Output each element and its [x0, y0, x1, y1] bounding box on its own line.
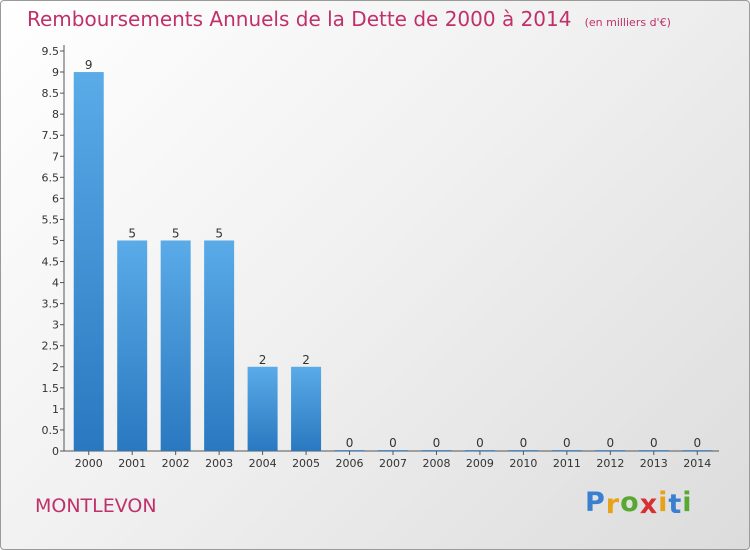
x-tick-label: 2011 [553, 457, 581, 470]
data-label: 5 [128, 226, 136, 240]
x-tick-label: 2009 [466, 457, 494, 470]
logo-letter: r [605, 489, 621, 520]
commune-name: MONTLEVON [35, 495, 157, 517]
logo-letter: i [682, 487, 693, 518]
x-tick-label: 2014 [683, 457, 711, 470]
y-tick-label: 7.5 [42, 129, 60, 142]
data-label: 0 [346, 436, 354, 450]
data-label: 0 [476, 436, 484, 450]
y-tick-label: 4 [52, 277, 59, 290]
logo-letter: P [585, 487, 606, 518]
x-axis: 2000 2001 2002 2003 2004 2005 2006 2007 2008 2009… [64, 450, 719, 470]
x-tick-label: 2008 [422, 457, 450, 470]
bar [595, 450, 626, 451]
chart-title-block: Remboursements Annuels de la Dette de 20… [27, 7, 671, 31]
y-tick-label: 6 [52, 192, 59, 205]
y-tick-label: 9 [52, 66, 59, 79]
y-tick-label: 1.5 [42, 382, 60, 395]
x-tick-label: 2012 [596, 457, 624, 470]
proxiti-logo: Proxiti [585, 487, 693, 520]
bar [378, 450, 408, 451]
bar [160, 240, 191, 451]
bar [291, 366, 322, 451]
y-tick-label: 8.5 [42, 87, 60, 100]
logo-letter: x [639, 489, 659, 520]
data-label: 2 [259, 353, 267, 367]
bar [73, 72, 104, 451]
y-tick-label: 9.5 [42, 45, 60, 58]
y-tick-label: 4.5 [42, 256, 60, 269]
logo-letter: i [658, 487, 669, 518]
bar [508, 450, 539, 451]
y-tick-label: 0.5 [42, 424, 60, 437]
x-tick-label: 2000 [75, 457, 103, 470]
chart-unit-note: (en milliers d'€) [584, 16, 671, 29]
y-tick-label: 3 [52, 319, 59, 332]
x-tick-label: 2001 [118, 457, 146, 470]
data-label: 0 [693, 436, 701, 450]
y-tick-label: 2 [52, 361, 59, 374]
x-tick-label: 2003 [205, 457, 233, 470]
bar [682, 450, 713, 451]
y-tick-label: 3.5 [42, 298, 60, 311]
x-tick-label: 2004 [249, 457, 277, 470]
y-tick-label: 7 [52, 150, 59, 163]
data-label: 0 [607, 436, 615, 450]
bars: 9 5 5 5 2 2 0 0 0 0 0 0 0 0 0 [73, 58, 713, 451]
x-tick-label: 2006 [336, 457, 364, 470]
data-label: 5 [172, 226, 180, 240]
data-label: 9 [85, 58, 93, 72]
x-tick-label: 2005 [292, 457, 320, 470]
logo-letter: o [620, 487, 640, 518]
x-tick-label: 2007 [379, 457, 407, 470]
bar [334, 450, 365, 451]
bar [464, 450, 495, 451]
chart-title: Remboursements Annuels de la Dette de 20… [27, 7, 572, 31]
bar [551, 450, 582, 451]
bar [247, 366, 278, 451]
bar [421, 450, 452, 451]
y-tick-label: 6.5 [42, 171, 60, 184]
bar [204, 240, 235, 451]
y-tick-label: 0 [52, 445, 59, 458]
data-label: 0 [563, 436, 571, 450]
data-label: 2 [302, 353, 310, 367]
data-label: 0 [433, 436, 441, 450]
y-axis: 0 0.5 1 1.5 2 2.5 3 3.5 4 4.5 5 5.5 6 6.5 7 7.5 8 8.5 9 9.5 [42, 45, 65, 458]
y-tick-label: 8 [52, 108, 59, 121]
x-tick-label: 2002 [162, 457, 190, 470]
data-label: 5 [215, 226, 223, 240]
data-label: 0 [520, 436, 528, 450]
y-tick-label: 2.5 [42, 340, 60, 353]
x-tick-label: 2013 [640, 457, 668, 470]
data-label: 0 [650, 436, 658, 450]
bar [638, 450, 669, 451]
y-tick-label: 5 [52, 234, 59, 247]
x-tick-label: 2010 [509, 457, 537, 470]
logo-letter: t [668, 489, 683, 520]
y-tick-label: 1 [52, 403, 59, 416]
bar [117, 240, 148, 451]
data-label: 0 [389, 436, 397, 450]
y-tick-label: 5.5 [42, 213, 60, 226]
